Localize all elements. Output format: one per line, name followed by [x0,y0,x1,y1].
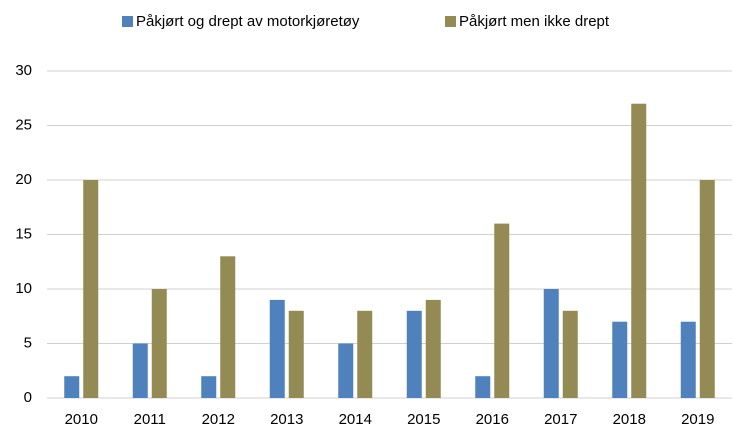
legend-swatch [445,16,456,27]
bar [680,321,696,398]
x-tick-label: 2013 [270,411,303,428]
bar [357,310,373,398]
x-tick-label: 2019 [681,411,714,428]
bar [338,343,354,398]
y-tick-label: 20 [15,171,32,188]
bar [425,299,441,398]
x-tick-label: 2010 [65,411,98,428]
legend-label: Påkjørt og drept av motorkjøretøy [136,13,360,30]
bar [132,343,148,398]
x-tick-label: 2015 [407,411,440,428]
x-tick-label: 2018 [613,411,646,428]
bar [406,310,422,398]
bar [220,256,236,398]
bar [631,103,647,398]
y-tick-label: 0 [24,389,32,406]
y-tick-label: 5 [24,334,32,351]
bar [494,223,510,398]
legend-label: Påkjørt men ikke drept [459,13,610,30]
bar [699,180,715,398]
bar [475,376,491,398]
bar [288,310,304,398]
bar [612,321,628,398]
x-tick-label: 2016 [476,411,509,428]
legend-swatch [122,16,133,27]
bar [543,289,559,398]
bar [201,376,217,398]
x-tick-label: 2014 [339,411,372,428]
bar [269,299,285,398]
x-tick-label: 2012 [202,411,235,428]
y-tick-label: 15 [15,225,32,242]
y-tick-label: 30 [15,62,32,79]
y-tick-label: 25 [15,116,32,133]
x-tick-label: 2017 [544,411,577,428]
x-tick-label: 2011 [134,411,166,428]
bar [64,376,80,398]
bar [562,310,578,398]
y-tick-label: 10 [15,280,32,297]
bar [151,289,167,398]
bar [83,180,99,398]
